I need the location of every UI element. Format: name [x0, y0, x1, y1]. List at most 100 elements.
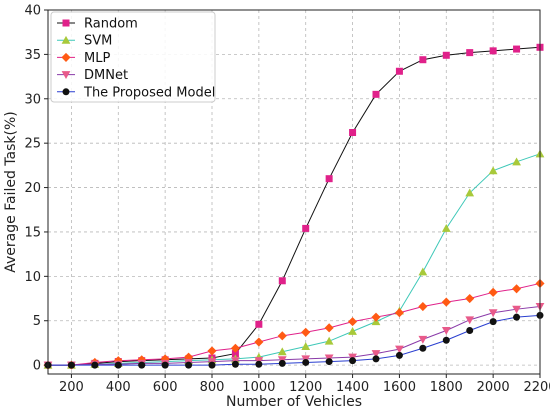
data-point	[465, 188, 475, 197]
data-point	[466, 49, 474, 57]
data-point	[441, 224, 451, 232]
data-point	[208, 361, 216, 369]
data-point	[185, 361, 193, 369]
data-point	[184, 352, 194, 362]
data-point	[254, 337, 264, 347]
y-axis-title: Average Failed Task(%)	[3, 111, 19, 272]
data-point	[277, 331, 287, 341]
data-point	[488, 287, 498, 297]
data-point	[489, 47, 497, 55]
legend-label: DMNet	[84, 68, 128, 83]
data-point	[466, 326, 474, 334]
x-tick-label: 200	[59, 380, 84, 395]
legend-marker	[61, 35, 71, 44]
data-point	[418, 267, 428, 276]
legend-item: MLP	[57, 51, 110, 66]
data-point	[442, 336, 450, 344]
data-point	[394, 308, 404, 318]
data-point	[418, 301, 428, 312]
y-tick-label: 10	[24, 270, 41, 285]
data-point	[324, 323, 334, 333]
legend-item: Random	[57, 17, 138, 32]
data-point	[419, 344, 427, 352]
x-tick-label: 2000	[477, 380, 510, 395]
data-point	[465, 293, 475, 304]
x-tick-label: 1600	[383, 380, 416, 395]
legend-marker	[62, 88, 70, 96]
data-point	[441, 326, 451, 335]
series-4	[44, 311, 544, 369]
data-point	[207, 346, 217, 356]
x-tick-label: 600	[153, 380, 178, 395]
y-tick-label: 15	[24, 225, 41, 240]
legend-label: SVM	[84, 34, 112, 49]
data-point	[395, 345, 404, 354]
data-point	[91, 361, 99, 369]
data-point	[349, 357, 357, 365]
series-line	[48, 282, 541, 366]
data-point	[301, 342, 311, 350]
y-tick-label: 40	[24, 4, 41, 19]
data-point	[419, 56, 427, 64]
y-tick-label: 25	[24, 137, 41, 152]
y-tick-label: 35	[24, 48, 41, 63]
data-point	[372, 90, 380, 98]
data-point	[395, 67, 403, 75]
data-point	[348, 327, 357, 335]
data-point	[277, 347, 287, 356]
data-point	[512, 157, 521, 166]
x-tick-label: 800	[200, 380, 225, 395]
data-point	[371, 350, 381, 358]
data-point	[349, 129, 357, 137]
data-point	[302, 358, 310, 366]
y-tick-label: 0	[33, 359, 41, 374]
data-point	[395, 351, 403, 359]
x-axis-title: Number of Vehicles	[226, 394, 362, 410]
data-point	[442, 51, 450, 59]
data-point	[67, 361, 75, 369]
x-tick-label: 1800	[430, 380, 463, 395]
data-point	[138, 361, 146, 369]
data-point	[372, 355, 380, 363]
y-tick-label: 5	[33, 314, 41, 329]
data-point	[114, 361, 122, 369]
data-point	[231, 360, 239, 368]
x-tick-label: 1200	[289, 380, 322, 395]
data-point	[324, 336, 334, 345]
legend: Random SVM MLP DMNet The Proposed Model	[50, 11, 216, 103]
data-point	[278, 277, 286, 285]
x-tick-label: 1400	[336, 380, 369, 395]
legend-box	[50, 11, 216, 103]
y-tick-label: 20	[24, 181, 41, 196]
axes: 200 400 600 800 1000 1200 1400 1600 1800 2000 220 0…	[24, 4, 550, 396]
legend-marker	[61, 71, 71, 79]
data-point	[488, 309, 498, 318]
data-point	[488, 166, 498, 175]
data-point	[302, 224, 310, 232]
data-point	[489, 318, 497, 326]
data-point	[513, 45, 521, 53]
legend-item: The Proposed Model	[57, 85, 215, 100]
legend-label: Random	[84, 17, 138, 32]
data-point	[465, 316, 475, 325]
y-tick-label: 30	[24, 92, 41, 107]
legend-marker	[61, 52, 71, 62]
legend-label: The Proposed Model	[83, 85, 215, 100]
data-point	[371, 312, 381, 322]
data-point	[325, 358, 333, 366]
data-point	[255, 360, 263, 368]
series-line	[48, 314, 541, 366]
legend-item: DMNet	[57, 68, 128, 83]
series-line	[48, 153, 541, 366]
x-tick-label: 400	[106, 380, 131, 395]
data-point	[512, 284, 522, 294]
data-point	[301, 327, 311, 337]
legend-label: MLP	[84, 51, 110, 66]
data-point	[513, 313, 521, 321]
data-point	[230, 343, 240, 353]
legend-marker	[62, 19, 70, 27]
data-point	[348, 317, 358, 327]
series-line	[48, 306, 541, 366]
